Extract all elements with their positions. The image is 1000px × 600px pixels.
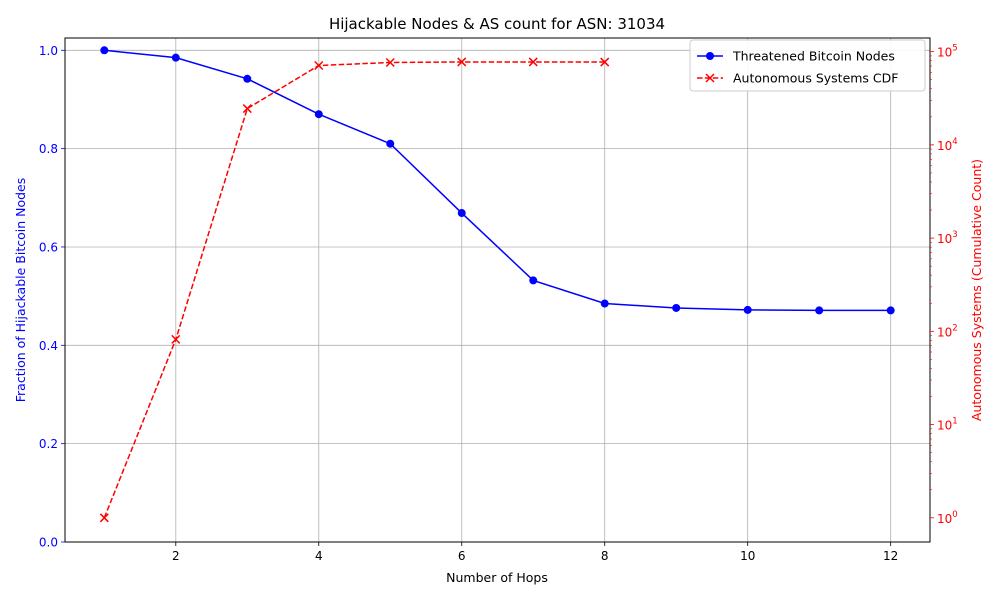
x-tick-label: 4: [315, 549, 323, 563]
y-left-tick-label: 0.2: [39, 437, 58, 451]
data-point-marker: [528, 57, 538, 67]
y-right-axis-label: Autonomous Systems (Cumulative Count): [969, 159, 984, 421]
data-point-marker: [242, 104, 252, 114]
data-point-marker: [100, 46, 109, 55]
y-left-axis-label: Fraction of Hijackable Bitcoin Nodes: [13, 178, 28, 403]
series-threatened-nodes: [100, 46, 895, 315]
legend: Threatened Bitcoin Nodes Autonomous Syst…: [689, 39, 926, 92]
y-left-tick-label: 1.0: [39, 44, 58, 58]
data-point-marker: [171, 53, 180, 62]
y-left-tick-label: 0.8: [39, 142, 58, 156]
legend-label-threatened-nodes: Threatened Bitcoin Nodes: [732, 49, 895, 64]
legend-label-as-cdf: Autonomous Systems CDF: [733, 71, 898, 86]
data-point-marker: [386, 139, 395, 148]
chart-title: Hijackable Nodes & AS count for ASN: 310…: [329, 15, 665, 33]
y-left-tick-label: 0.4: [39, 339, 58, 353]
data-point-marker: [815, 306, 824, 315]
y-left-tick-label: 0.6: [39, 240, 58, 254]
data-point-marker: [385, 57, 395, 68]
data-point-marker: [171, 334, 181, 344]
data-point-marker: [457, 57, 467, 67]
legend-marker-as-cdf: [705, 73, 715, 83]
data-point-marker: [600, 57, 610, 67]
x-axis-ticks: 2 4 6 8 10 12: [172, 542, 898, 563]
data-point-marker: [886, 306, 895, 315]
data-point-marker: [672, 303, 681, 312]
x-tick-label: 2: [172, 549, 180, 563]
data-point-marker: [529, 276, 538, 285]
data-point-marker: [314, 60, 324, 71]
data-point-marker: [743, 305, 752, 314]
x-axis-label: Number of Hops: [446, 570, 548, 585]
data-point-marker: [314, 110, 323, 119]
y-left-axis-ticks: 0.0 0.2 0.4 0.6 0.8 1.0: [39, 44, 65, 550]
data-point-marker: [457, 209, 466, 218]
data-point-marker: [243, 74, 252, 83]
x-tick-label: 10: [740, 549, 755, 563]
data-point-marker: [99, 513, 109, 523]
x-tick-label: 12: [883, 549, 898, 563]
data-point-marker: [600, 299, 609, 308]
legend-marker-threatened-nodes: [706, 52, 714, 60]
series-line: [104, 49, 891, 312]
x-tick-label: 8: [601, 549, 609, 563]
series-as-cdf: [99, 57, 610, 523]
series-layer: [99, 46, 895, 523]
legend-box: [689, 39, 926, 92]
x-tick-label: 6: [458, 549, 466, 563]
series-line: [103, 61, 605, 519]
y-left-tick-label: 0.0: [39, 536, 58, 550]
plot-frame: [64, 37, 931, 543]
